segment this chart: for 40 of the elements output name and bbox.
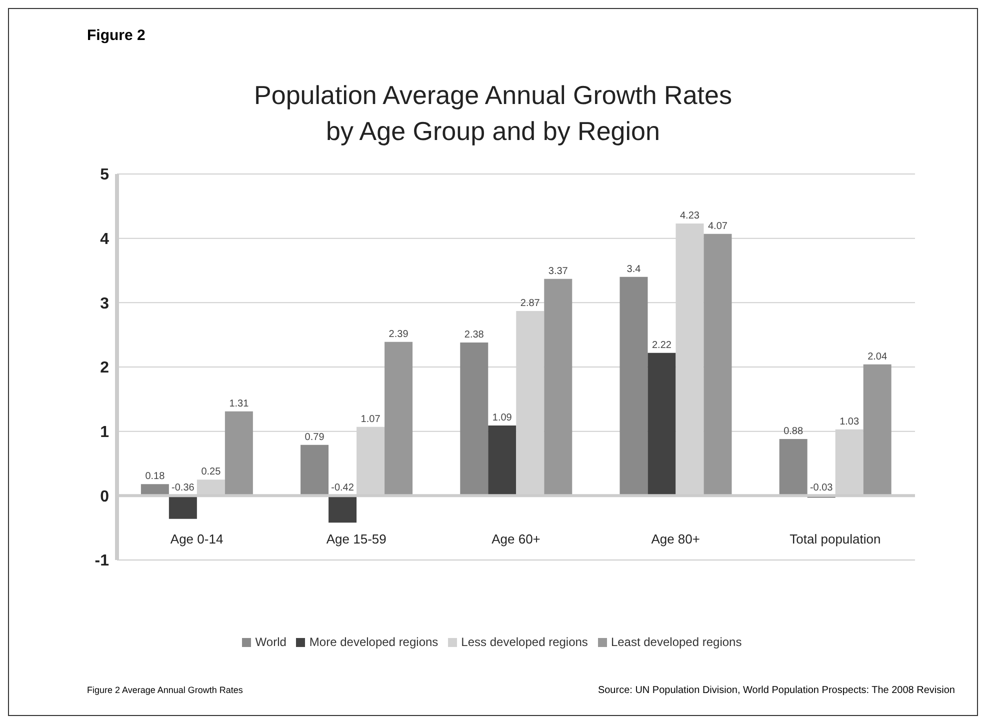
data-label: 2.04 [868,351,888,362]
data-label: 4.07 [708,220,728,232]
data-label: -0.42 [331,482,354,494]
y-tick-label: 2 [100,360,110,377]
caption: Figure 2 Average Annual Growth Rates [87,685,243,695]
data-label: 2.87 [520,298,540,310]
data-label: 4.23 [680,210,700,222]
legend-label: More developed regions [309,635,438,649]
y-tick-label: 4 [100,231,110,248]
x-tick-label: Age 60+ [492,531,540,546]
y-tick-label: -1 [94,552,110,570]
data-label: 3.37 [548,266,568,277]
chart-title: Population Average Annual Growth Rates by Age Group and by Region [253,79,733,148]
legend-label: World [255,635,286,649]
data-label: 1.31 [229,398,250,410]
data-label: 1.07 [360,414,381,425]
data-label: 0.88 [784,426,804,438]
source-note: Source: UN Population Division, World Population Prospects: The 2008 Revision [598,685,955,696]
data-label: 2.38 [464,330,484,341]
x-tick-label: Total population [790,531,881,546]
data-label: -0.03 [810,482,834,494]
x-tick-label: Age 80+ [651,531,700,546]
data-label: 1.09 [492,412,512,424]
data-label: 0.18 [145,471,166,482]
x-tick-label: Age 0-14 [170,531,224,546]
y-tick-label: 1 [100,424,110,442]
data-label: -0.36 [172,482,195,494]
data-label: 2.22 [652,340,672,351]
x-tick-label: Age 15-59 [326,531,386,546]
caption: Figure 2 [87,27,146,44]
legend-label: Less developed regions [461,635,588,649]
y-tick-label: 0 [100,488,110,506]
y-tick-label: 3 [100,295,110,312]
data-label: 0.25 [201,466,222,478]
data-label: 1.03 [840,416,860,428]
data-label: 2.39 [388,328,409,340]
data-label: 3.4 [626,264,642,275]
data-label: 0.79 [304,432,325,443]
legend-label: Least developed regions [610,635,742,649]
y-tick-label: 5 [100,166,110,184]
